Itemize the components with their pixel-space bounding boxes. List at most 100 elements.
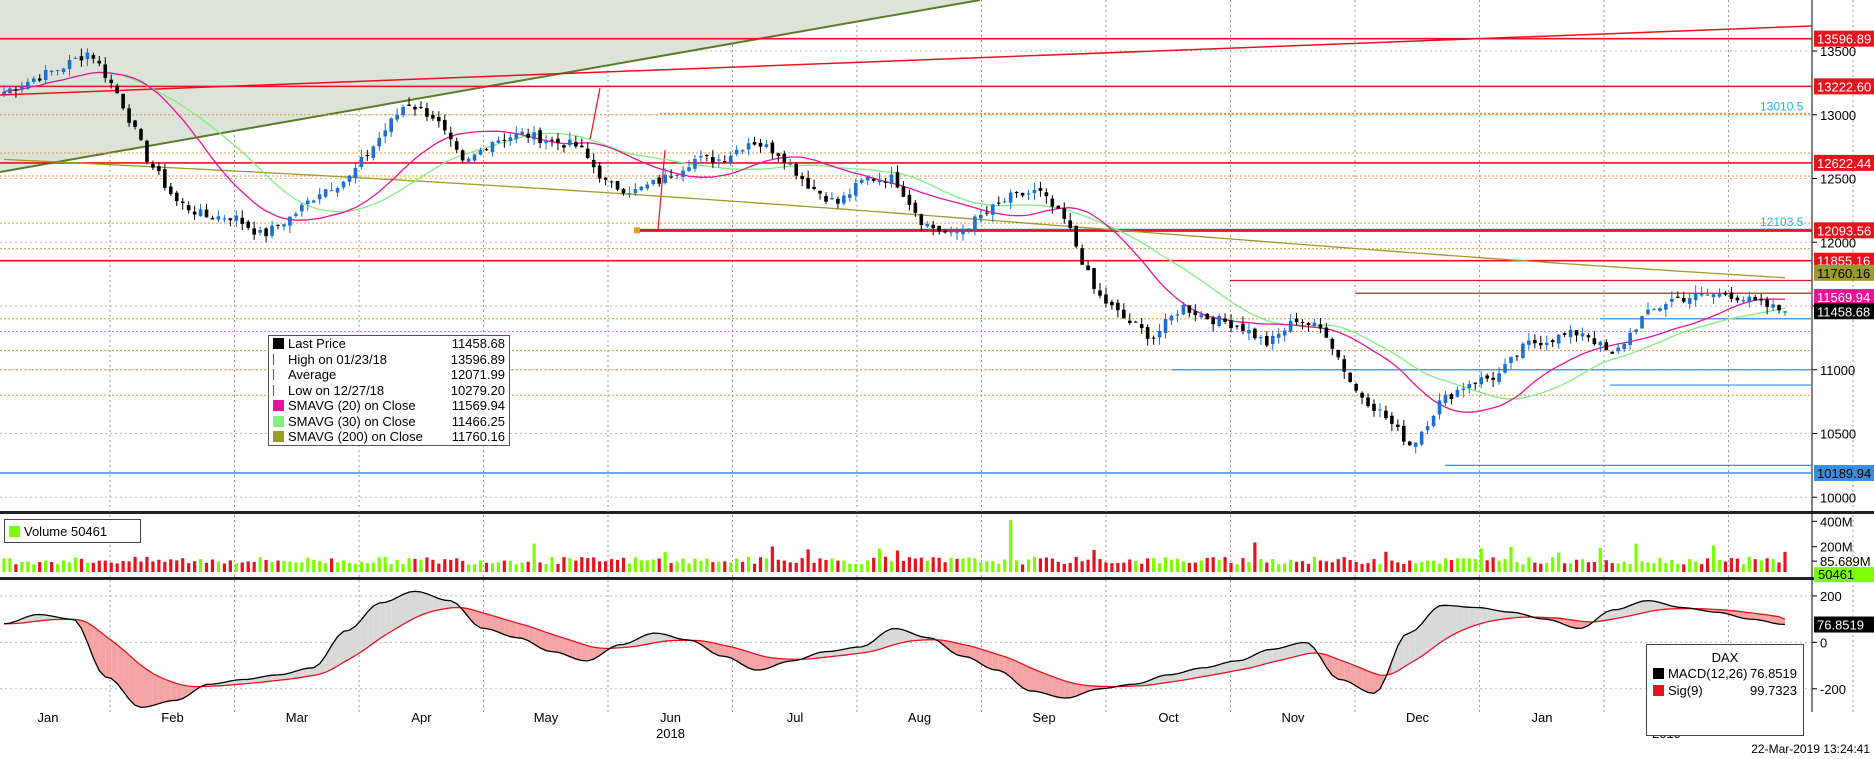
volume-bar	[872, 557, 876, 572]
volume-bar	[1509, 546, 1513, 572]
macd-fill	[1463, 606, 1470, 630]
candle-body	[1259, 337, 1263, 339]
macd-fill	[242, 679, 249, 684]
sma20-line	[3, 71, 1786, 413]
macd-fill	[135, 660, 141, 708]
candle-body	[1467, 384, 1472, 388]
macd-fill	[522, 624, 529, 641]
macd-fill	[188, 686, 195, 695]
macd-fill	[1219, 662, 1226, 674]
macd-fill	[492, 615, 499, 633]
candle-body	[651, 179, 656, 185]
volume-bar	[347, 562, 352, 572]
volume-tick-label: 85.689M	[1820, 554, 1871, 569]
volume-tick-label: 200M	[1820, 540, 1853, 555]
candle-body	[1670, 298, 1674, 302]
macd-fill	[974, 647, 981, 664]
volume-bar	[609, 559, 614, 572]
candle-body	[562, 145, 566, 148]
legend-value: 11466.25	[451, 413, 505, 429]
macd-fill	[87, 622, 94, 658]
volume-bar	[925, 560, 929, 572]
volume-bar	[526, 561, 530, 572]
legend-swatch	[273, 338, 284, 350]
candle-body	[782, 153, 787, 164]
volume-legend-label: Volume 50461	[24, 523, 108, 539]
candle-body	[79, 56, 84, 61]
candle-body	[1384, 410, 1388, 419]
candle-body	[740, 150, 745, 152]
candle-body	[1538, 342, 1543, 346]
volume-bar	[14, 564, 18, 572]
volume-bar	[764, 558, 769, 572]
macd-fill	[1296, 642, 1303, 657]
volume-bar	[1294, 561, 1299, 572]
candle-body	[2, 91, 6, 95]
macd-fill	[21, 616, 28, 623]
candle-body	[407, 104, 411, 106]
candle-body	[1687, 298, 1692, 304]
candle-body	[1771, 304, 1775, 308]
macd-fill	[546, 632, 552, 652]
candle-body	[1002, 201, 1007, 203]
candle-body	[1098, 290, 1102, 296]
candle-body	[1574, 330, 1579, 336]
macd-fill	[1248, 654, 1255, 669]
macd-fill	[1433, 605, 1440, 648]
volume-bar	[1217, 559, 1221, 572]
macd-fill	[1469, 607, 1476, 628]
candle-body	[520, 131, 525, 135]
volume-bar	[50, 562, 54, 572]
candle-body	[1116, 302, 1120, 311]
macd-fill	[498, 617, 505, 635]
macd-fill	[1332, 657, 1339, 680]
macd-fill	[1278, 647, 1285, 661]
volume-bar	[115, 563, 119, 572]
volume-bar	[1015, 560, 1019, 572]
candle-body	[1282, 330, 1287, 336]
candle-body	[73, 57, 78, 59]
candle-body	[514, 133, 519, 140]
macd-fill	[1499, 610, 1506, 620]
candle-body	[728, 155, 733, 164]
macd-fill	[1201, 667, 1208, 677]
candle-body	[1777, 305, 1781, 311]
macd-fill	[986, 650, 993, 670]
macd-fill	[1427, 609, 1434, 652]
macd-fill	[123, 649, 130, 700]
volume-bar	[1157, 563, 1162, 572]
candle-body	[1163, 319, 1168, 334]
candle-body	[67, 60, 72, 69]
macd-fill	[1022, 664, 1029, 691]
volume-bar	[1062, 563, 1066, 572]
candle-body	[609, 181, 614, 183]
price-tick-label: 10500	[1820, 427, 1856, 442]
macd-fill	[957, 643, 963, 657]
legend-swatch	[273, 353, 284, 365]
volume-bar	[592, 557, 596, 572]
candle-body	[472, 154, 477, 161]
candle-body	[603, 177, 608, 180]
volume-bar	[514, 564, 518, 572]
macd-fill	[319, 655, 326, 675]
candle-body	[1104, 294, 1108, 304]
volume-bar	[1175, 558, 1180, 572]
candle-body	[764, 144, 769, 148]
volume-bar	[723, 561, 727, 572]
candle-body	[931, 224, 936, 229]
volume-bar	[1187, 562, 1191, 572]
volume-bar	[627, 563, 632, 572]
volume-panel	[2, 520, 1787, 572]
legend-value: 11569.94	[451, 398, 505, 414]
candle-body	[145, 140, 149, 162]
volume-bar	[282, 561, 286, 572]
candle-body	[264, 228, 268, 237]
macd-fill	[897, 628, 904, 644]
macd-fill	[468, 608, 475, 625]
macd-line	[3, 590, 1786, 709]
volume-bar	[675, 561, 679, 572]
price-level-badge-text: 10189.94	[1817, 466, 1871, 481]
volume-bar	[1122, 562, 1126, 572]
macd-fill	[450, 600, 457, 608]
